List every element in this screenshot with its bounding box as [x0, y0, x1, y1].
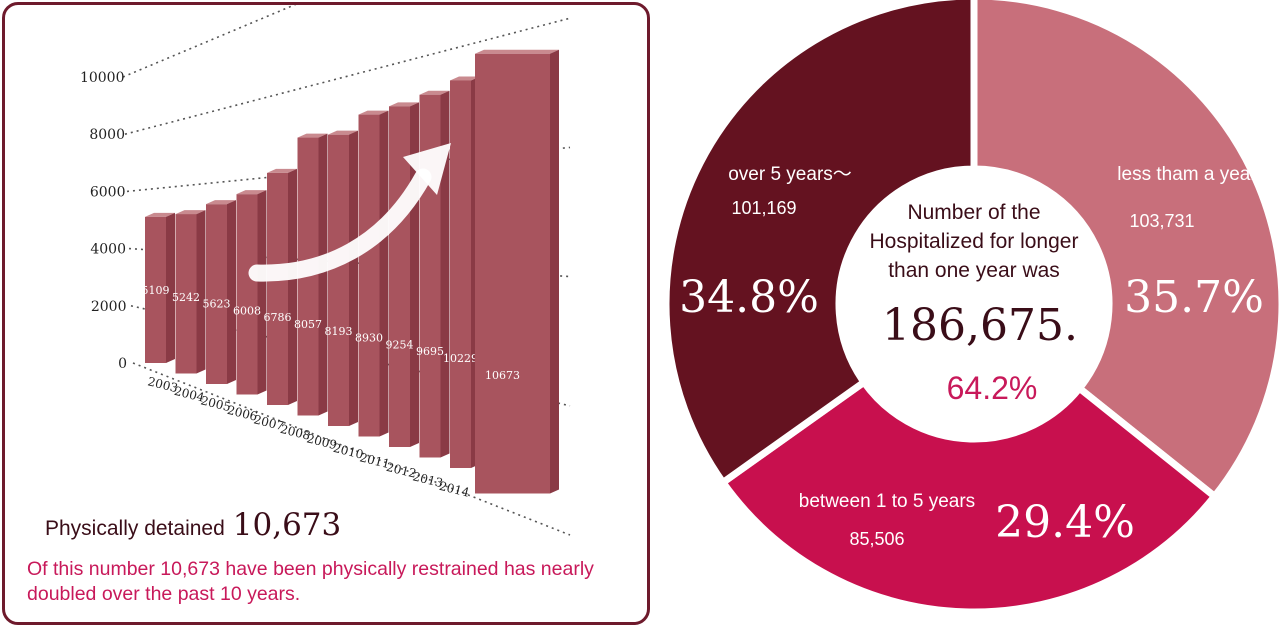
bar-value-label: 6786 — [264, 311, 292, 324]
detained-label: Physically detained — [45, 517, 225, 540]
bar-front — [328, 134, 349, 426]
bar-front — [145, 216, 166, 363]
bar-value-label: 9254 — [386, 338, 414, 351]
bar-2014: 10673 2014 — [438, 49, 559, 500]
detained-value: 10,673 — [232, 507, 342, 543]
bar-side — [379, 110, 389, 437]
grid-line — [132, 362, 571, 536]
bar-top — [206, 200, 236, 205]
slice-percentage: 29.4% — [995, 497, 1135, 548]
y-tick-label: 2000 — [91, 299, 127, 315]
slice-count: 101,169 — [731, 198, 796, 218]
bar-value-label: 5242 — [172, 291, 200, 304]
bar-top — [328, 130, 358, 135]
bar-side — [166, 212, 175, 363]
y-tick-label: 8000 — [89, 127, 125, 143]
y-tick-label: 10000 — [80, 70, 125, 86]
center-line-3: than one year was — [888, 259, 1060, 282]
slice-1 — [970, 0, 1280, 502]
y-tick-label: 6000 — [90, 184, 126, 200]
y-tick-label: 0 — [118, 356, 127, 372]
bar-side — [440, 90, 450, 458]
slice-percentage: 35.7% — [1124, 272, 1264, 323]
slice-label: less tham a year — [1117, 164, 1257, 185]
bar-value-label: 8057 — [294, 318, 322, 331]
bar-top — [297, 133, 328, 138]
slice-label: over 5 years～ — [728, 164, 852, 185]
restraint-note: Of this number 10,673 have been physical… — [27, 558, 594, 605]
bar-top — [450, 76, 480, 81]
bar-front — [175, 214, 197, 374]
bar-side — [227, 200, 236, 384]
bar-side — [349, 130, 358, 426]
bar-top — [267, 168, 297, 173]
bar-top — [475, 49, 559, 54]
slice-count: 85,506 — [849, 529, 904, 549]
center-line-1: Number of the — [907, 201, 1040, 224]
bar-top — [389, 102, 419, 107]
bar-front — [358, 114, 380, 437]
bar-top — [358, 110, 389, 115]
y-tick-label: 4000 — [90, 242, 126, 258]
center-line-2: Hospitalized for longer — [870, 230, 1079, 253]
bar-top — [175, 210, 206, 215]
bar-top — [236, 190, 267, 195]
center-percentage: 64.2% — [947, 370, 1038, 406]
bar-side — [257, 190, 267, 395]
bar-top — [419, 90, 450, 95]
bar-value-label: 10673 — [485, 369, 520, 382]
bar-front — [236, 194, 258, 395]
bar-front — [450, 80, 471, 469]
slice-percentage: 34.8% — [679, 272, 819, 323]
bar-value-label: 5623 — [203, 298, 231, 311]
bar-top — [145, 212, 175, 217]
bar-side — [550, 49, 559, 494]
bar-value-label: 6008 — [233, 304, 261, 317]
bar-front — [267, 172, 288, 405]
bar-value-label: 9695 — [416, 345, 444, 358]
grid-line — [124, 17, 571, 135]
slice-count: 103,731 — [1129, 211, 1194, 231]
bar-side — [288, 168, 297, 405]
center-total: 186,675. — [882, 300, 1078, 351]
bar-value-label: 5109 — [142, 284, 170, 297]
slice-3 — [662, 0, 978, 488]
bar-chart: 5109200352422004562320056008200667862007… — [80, 5, 571, 536]
upward-arrow — [248, 143, 451, 282]
bar-front — [475, 53, 550, 494]
bar-value-label: 8930 — [355, 332, 383, 345]
bar-side — [196, 210, 206, 374]
bar-value-label: 8193 — [325, 325, 353, 338]
slice-2 — [718, 377, 1220, 616]
donut-chart: less tham a year 103,731 35.7% between 1 to… — [662, 0, 1280, 616]
slice-label: between 1 to 5 years — [799, 491, 975, 512]
bar-chart-panel: 5109 2003 5242 2004 5623 2005 6008 2006 6786 2007… — [2, 2, 650, 625]
bar-front — [206, 204, 227, 384]
x-tick-label: 2014 — [438, 479, 471, 500]
bar-value-label: 10229 — [443, 352, 478, 365]
bar-side — [318, 133, 328, 416]
